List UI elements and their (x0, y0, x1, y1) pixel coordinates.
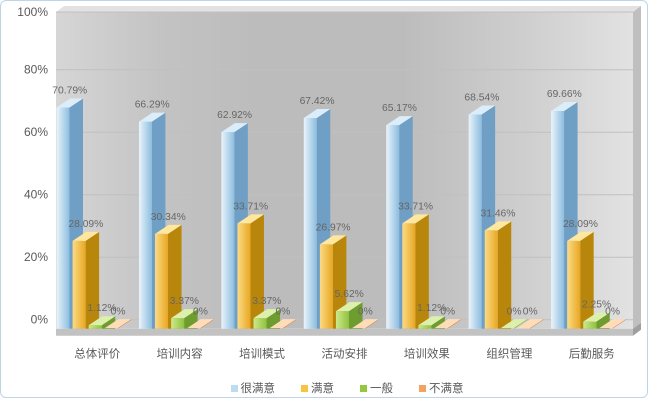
svg-text:33.71%: 33.71% (398, 201, 433, 212)
svg-text:总体评价: 总体评价 (74, 347, 120, 361)
svg-text:62.92%: 62.92% (217, 110, 252, 121)
svg-text:0%: 0% (111, 307, 126, 318)
svg-text:26.97%: 26.97% (316, 222, 351, 233)
svg-text:33.71%: 33.71% (233, 201, 268, 212)
svg-text:0%: 0% (605, 307, 620, 318)
svg-text:60%: 60% (24, 125, 48, 139)
svg-text:5.62%: 5.62% (335, 289, 364, 300)
svg-text:100%: 100% (17, 5, 48, 19)
svg-text:20%: 20% (24, 250, 48, 264)
svg-text:0%: 0% (507, 307, 522, 318)
svg-text:0%: 0% (31, 313, 49, 327)
svg-text:培训模式: 培训模式 (239, 347, 285, 361)
svg-text:80%: 80% (24, 63, 48, 77)
svg-text:组织管理: 组织管理 (486, 347, 532, 361)
svg-text:28.09%: 28.09% (68, 219, 103, 230)
svg-text:0%: 0% (523, 307, 538, 318)
svg-text:67.42%: 67.42% (300, 96, 335, 107)
svg-text:3.37%: 3.37% (252, 296, 281, 307)
svg-text:66.29%: 66.29% (135, 100, 170, 111)
svg-text:68.54%: 68.54% (464, 93, 499, 104)
svg-text:0%: 0% (193, 307, 208, 318)
svg-text:30.34%: 30.34% (151, 212, 186, 223)
svg-text:培训效果: 培训效果 (404, 347, 450, 361)
svg-text:0%: 0% (358, 307, 373, 318)
svg-text:3.37%: 3.37% (170, 296, 199, 307)
svg-text:活动安排: 活动安排 (322, 347, 368, 361)
svg-text:40%: 40% (24, 188, 48, 202)
svg-text:31.46%: 31.46% (481, 208, 516, 219)
svg-text:0%: 0% (440, 307, 455, 318)
svg-text:培训内容: 培训内容 (157, 347, 203, 361)
svg-text:70.79%: 70.79% (52, 86, 87, 97)
svg-text:65.17%: 65.17% (382, 103, 417, 114)
svg-text:28.09%: 28.09% (563, 219, 598, 230)
svg-text:0%: 0% (275, 307, 290, 318)
svg-text:后勤服务: 后勤服务 (569, 347, 615, 361)
svg-text:69.66%: 69.66% (547, 89, 582, 100)
